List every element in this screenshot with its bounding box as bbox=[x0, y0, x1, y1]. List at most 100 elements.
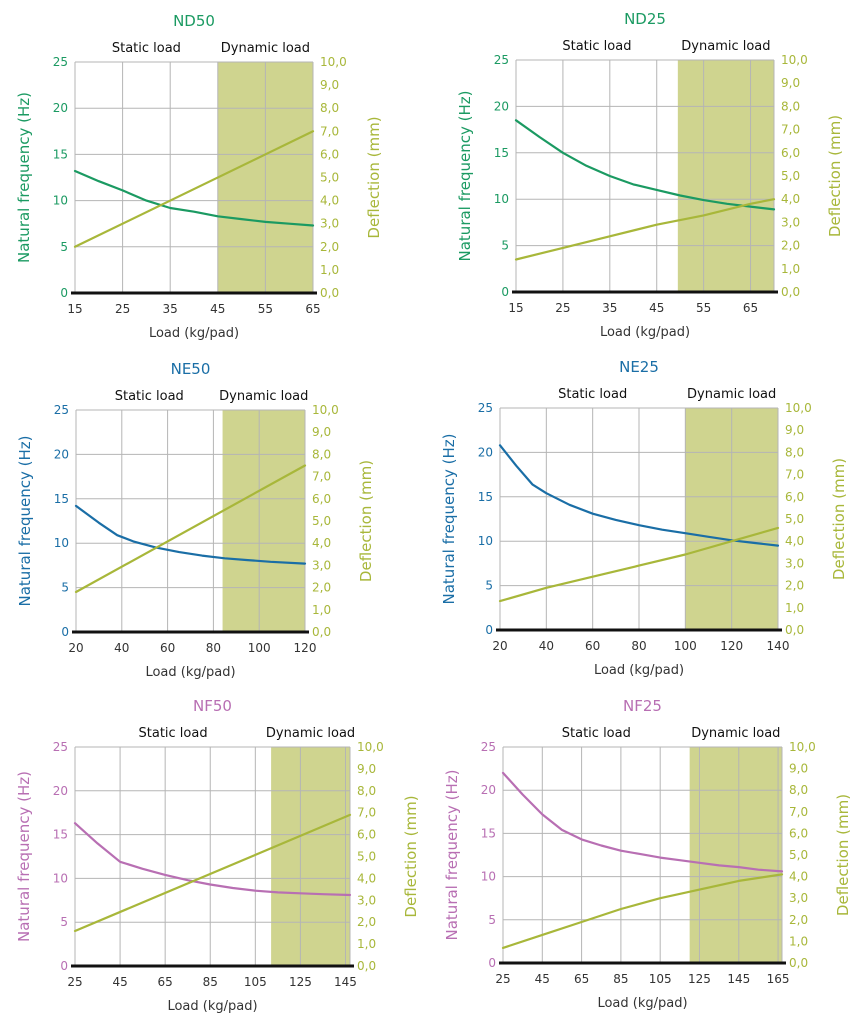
left-y-axis-label: Natural frequency (Hz) bbox=[15, 92, 33, 263]
right-y-tick-label: 0,0 bbox=[312, 625, 331, 639]
right-y-tick-label: 3,0 bbox=[789, 891, 808, 905]
right-y-tick-label: 0,0 bbox=[785, 623, 804, 637]
left-y-tick-label: 20 bbox=[481, 783, 496, 797]
right-y-tick-label: 1,0 bbox=[781, 262, 800, 276]
right-y-tick-label: 6,0 bbox=[789, 826, 808, 840]
chart-nf25: 25 45 65 85 105 125 145 165 0 5 10 15 20 25 0,0 1,0 2,0 3… bbox=[443, 697, 852, 1011]
left-y-tick-label: 20 bbox=[494, 99, 509, 113]
right-y-tick-label: 8,0 bbox=[781, 99, 800, 113]
right-y-tick-label: 2,0 bbox=[789, 913, 808, 927]
chart-nd50: 15 25 35 45 55 65 0 5 10 15 20 25 0,0 1,0 2,0 3,0 4,0 5,0… bbox=[15, 12, 383, 341]
left-y-tick-label: 25 bbox=[53, 55, 68, 69]
left-y-tick-label: 0 bbox=[488, 956, 496, 970]
left-y-tick-label: 25 bbox=[481, 740, 496, 754]
left-y-tick-label: 10 bbox=[478, 534, 493, 548]
x-tick-label: 40 bbox=[539, 639, 554, 653]
x-tick-label: 40 bbox=[114, 641, 129, 655]
dynamic-load-band bbox=[677, 60, 774, 292]
x-tick-label: 45 bbox=[210, 302, 225, 316]
left-y-tick-label: 20 bbox=[53, 784, 68, 798]
chart-title: NF50 bbox=[193, 697, 232, 715]
right-y-tick-label: 7,0 bbox=[312, 470, 331, 484]
x-tick-label: 35 bbox=[602, 301, 617, 315]
right-y-tick-label: 8,0 bbox=[312, 447, 331, 461]
chart-title: NE50 bbox=[171, 360, 211, 378]
right-y-tick-label: 1,0 bbox=[357, 937, 376, 951]
x-tick-label: 80 bbox=[631, 639, 646, 653]
left-y-tick-label: 10 bbox=[53, 871, 68, 885]
right-y-tick-label: 8,0 bbox=[320, 101, 339, 115]
x-tick-label: 25 bbox=[115, 302, 130, 316]
dynamic-load-label: Dynamic load bbox=[219, 389, 308, 404]
right-y-tick-label: 3,0 bbox=[785, 556, 804, 570]
x-tick-label: 55 bbox=[696, 301, 711, 315]
right-y-tick-label: 9,0 bbox=[357, 762, 376, 776]
right-y-tick-label: 9,0 bbox=[781, 76, 800, 90]
right-y-tick-label: 9,0 bbox=[785, 423, 804, 437]
left-y-tick-label: 15 bbox=[478, 490, 493, 504]
static-load-label: Static load bbox=[139, 726, 208, 741]
right-y-tick-label: 10,0 bbox=[781, 53, 808, 67]
natural-frequency-line bbox=[73, 169, 315, 227]
right-y-tick-label: 1,0 bbox=[789, 934, 808, 948]
right-y-tick-label: 5,0 bbox=[785, 512, 804, 526]
left-y-axis-label: Natural frequency (Hz) bbox=[15, 771, 33, 942]
chart-nf50: 25 45 65 85 105 125 145 0 5 10 15 20 25 0,0 1,0 2,0 3,0 4… bbox=[15, 697, 420, 1014]
right-y-tick-label: 0,0 bbox=[789, 956, 808, 970]
x-axis-label: Load (kg/pad) bbox=[167, 999, 257, 1014]
right-y-tick-label: 3,0 bbox=[781, 215, 800, 229]
right-y-tick-label: 1,0 bbox=[320, 263, 339, 277]
x-tick-label: 100 bbox=[674, 639, 697, 653]
right-y-tick-label: 4,0 bbox=[781, 192, 800, 206]
left-y-tick-label: 5 bbox=[485, 579, 493, 593]
left-y-tick-label: 15 bbox=[494, 146, 509, 160]
x-tick-label: 55 bbox=[258, 302, 273, 316]
right-y-tick-label: 4,0 bbox=[785, 534, 804, 548]
right-y-tick-label: 5,0 bbox=[320, 171, 339, 185]
right-y-tick-label: 4,0 bbox=[789, 870, 808, 884]
right-y-tick-label: 10,0 bbox=[312, 403, 339, 417]
right-y-tick-label: 5,0 bbox=[312, 514, 331, 528]
x-tick-label: 60 bbox=[585, 639, 600, 653]
dynamic-load-label: Dynamic load bbox=[266, 726, 355, 741]
natural-frequency-line bbox=[498, 444, 780, 547]
right-y-tick-label: 6,0 bbox=[312, 492, 331, 506]
left-y-tick-label: 25 bbox=[54, 403, 69, 417]
x-tick-label: 45 bbox=[535, 972, 550, 986]
left-y-tick-label: 5 bbox=[61, 581, 69, 595]
static-load-label: Static load bbox=[115, 389, 184, 404]
static-load-label: Static load bbox=[112, 41, 181, 56]
right-y-tick-label: 6,0 bbox=[357, 828, 376, 842]
right-y-tick-label: 9,0 bbox=[789, 762, 808, 776]
right-y-tick-label: 6,0 bbox=[781, 146, 800, 160]
left-y-tick-label: 0 bbox=[61, 625, 69, 639]
right-y-tick-label: 7,0 bbox=[789, 805, 808, 819]
chart-title: NF25 bbox=[623, 697, 662, 715]
x-tick-label: 65 bbox=[305, 302, 320, 316]
left-y-tick-label: 25 bbox=[478, 401, 493, 415]
right-y-tick-label: 3,0 bbox=[357, 893, 376, 907]
right-y-tick-label: 4,0 bbox=[320, 194, 339, 208]
right-y-tick-label: 2,0 bbox=[785, 579, 804, 593]
x-axis-label: Load (kg/pad) bbox=[594, 663, 684, 678]
x-axis-label: Load (kg/pad) bbox=[597, 996, 687, 1011]
natural-frequency-line bbox=[514, 119, 776, 211]
dynamic-load-label: Dynamic load bbox=[691, 726, 780, 741]
chart-ne25: 20 40 60 80 100 120 140 0 5 10 15 20 25 0,0 1,0 2,0 3,0 4… bbox=[440, 358, 848, 678]
left-y-axis-label: Natural frequency (Hz) bbox=[440, 434, 458, 605]
left-y-tick-label: 5 bbox=[501, 239, 509, 253]
x-tick-label: 15 bbox=[67, 302, 82, 316]
x-tick-label: 35 bbox=[163, 302, 178, 316]
x-tick-label: 25 bbox=[555, 301, 570, 315]
x-tick-label: 65 bbox=[743, 301, 758, 315]
left-y-tick-label: 5 bbox=[488, 913, 496, 927]
x-tick-label: 20 bbox=[68, 641, 83, 655]
right-y-tick-label: 6,0 bbox=[320, 147, 339, 161]
right-y-tick-label: 7,0 bbox=[785, 468, 804, 482]
right-y-axis-label: Deflection (mm) bbox=[357, 460, 375, 582]
x-tick-label: 140 bbox=[767, 639, 790, 653]
dynamic-load-band bbox=[271, 747, 350, 966]
right-y-tick-label: 10,0 bbox=[789, 740, 816, 754]
deflection-line bbox=[498, 526, 780, 603]
